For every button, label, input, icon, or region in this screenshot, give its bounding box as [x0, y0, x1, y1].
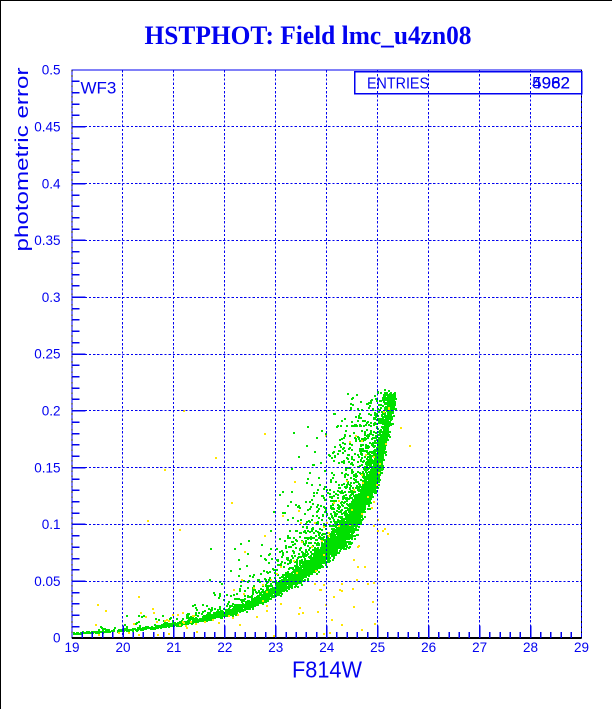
- svg-text:5962: 5962: [532, 74, 570, 93]
- svg-text:0.4: 0.4: [42, 176, 61, 191]
- svg-text:25: 25: [370, 640, 385, 655]
- svg-text:0.25: 0.25: [34, 347, 60, 362]
- svg-text:0.05: 0.05: [34, 574, 60, 589]
- svg-text:29: 29: [574, 640, 589, 655]
- svg-text:26: 26: [421, 640, 436, 655]
- svg-text:21: 21: [166, 640, 181, 655]
- svg-text:ENTRIES: ENTRIES: [367, 75, 429, 92]
- svg-text:0.3: 0.3: [42, 290, 61, 305]
- svg-text:0: 0: [53, 631, 61, 646]
- svg-text:WF3: WF3: [81, 79, 117, 98]
- svg-text:0.45: 0.45: [34, 120, 60, 135]
- svg-text:27: 27: [472, 640, 487, 655]
- svg-text:22: 22: [217, 640, 232, 655]
- svg-text:28: 28: [523, 640, 538, 655]
- svg-text:0.2: 0.2: [42, 404, 61, 419]
- svg-text:photometric error: photometric error: [11, 68, 32, 252]
- svg-text:F814W: F814W: [292, 657, 362, 683]
- svg-text:4982: 4982: [532, 74, 570, 93]
- svg-text:0.35: 0.35: [34, 233, 60, 248]
- svg-text:24: 24: [319, 640, 335, 655]
- svg-text:0.15: 0.15: [34, 460, 60, 475]
- svg-text:19: 19: [64, 640, 79, 655]
- svg-text:23: 23: [268, 640, 283, 655]
- svg-text:HSTPHOT: Field lmc_u4zn08: HSTPHOT: Field lmc_u4zn08: [145, 21, 472, 50]
- svg-text:20: 20: [115, 640, 130, 655]
- svg-text:0.5: 0.5: [42, 63, 61, 78]
- svg-text:0.1: 0.1: [42, 517, 61, 532]
